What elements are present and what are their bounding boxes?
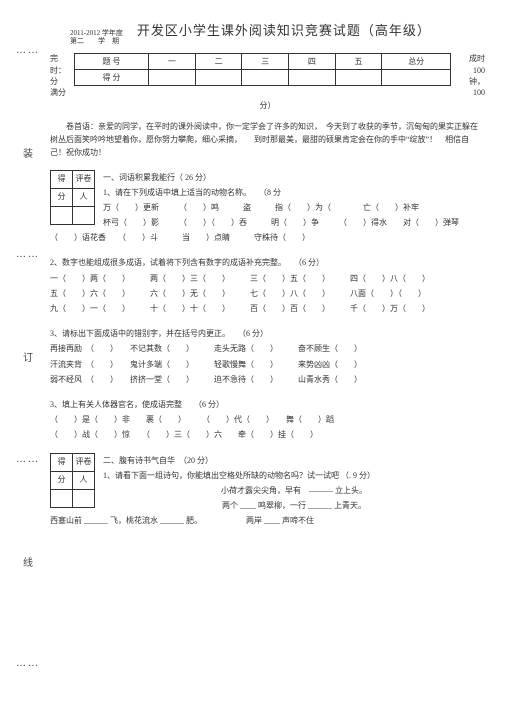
- mt-blank: [73, 489, 95, 507]
- margin-dots: ……: [16, 249, 40, 260]
- score-right-labels: 成时 100 钟， 100: [455, 53, 485, 98]
- header-row: 2011-2012 学年度 第二 学 期 开发区小学生课外阅读知识竞赛试题（高年…: [50, 20, 485, 45]
- th: 总分: [382, 54, 451, 70]
- mt-blank: [51, 206, 73, 224]
- s1-l2: 杯弓（ ）影 （ ）（ ）吞 明（ ）争 （ ）得水 对（ ）弹琴: [50, 215, 485, 230]
- page-content: 2011-2012 学年度 第二 学 期 开发区小学生课外阅读知识竞赛试题（高年…: [50, 20, 485, 528]
- main-title: 开发区小学生课外阅读知识竞赛试题（高年级）: [137, 20, 431, 39]
- mt-c1: 得: [51, 453, 73, 471]
- right2: 钟， 100: [455, 76, 485, 98]
- grader-table-2: 得评卷 分人: [50, 453, 95, 508]
- score-caption: 分）: [50, 100, 485, 111]
- mt-c2: 评卷: [73, 453, 95, 471]
- table-row: 得 分: [75, 70, 451, 86]
- s3-l2: 汗流夹背 （ ） 鬼计多端（ ） 轻歌慢舞（ ） 来势凶凶（ ）: [50, 357, 485, 372]
- section-2: 2、数字也能组成很多成语，试着将下列含有数字的成语补充完整。 （6 分） 一（ …: [50, 255, 485, 316]
- mt-c3: 分: [51, 188, 73, 206]
- section-3: 3、请标出下面成语中的错别字，并在括号内更正。 （6 分） 再接再励 （ ） 不…: [50, 326, 485, 387]
- s2-title: 2、数字也能组成很多成语，试着将下列含有数字的成语补充完整。 （6 分）: [50, 255, 485, 270]
- s1-l1: 万（ ）更新 （ ）鸣 盗 指（ ）为（ 亡（ ）补牢: [50, 200, 485, 215]
- s2-l1: 一（ ）两（ ） 两（ ）三（ ） 三（ ）五（ ） 四（ ）八（ ）: [50, 271, 485, 286]
- cell: [149, 70, 196, 86]
- margin-dots: ……: [16, 454, 40, 465]
- mt-blank: [51, 489, 73, 507]
- s3-l3: 弱不经风 （ ） 挤挤一堂（ ） 迫不急待（ ） 山青水秀（ ）: [50, 372, 485, 387]
- th: 五: [335, 54, 382, 70]
- cell: [289, 70, 336, 86]
- section-4: 3、填上有关人体器官名，使成语完整 （6 分） （ ）是（ ）非 裹（ ） （ …: [50, 397, 485, 443]
- score-left-labels: 完 时： 分 满分: [50, 53, 70, 98]
- mt-blank: [73, 206, 95, 224]
- s5-l1: 小荷才露尖尖角，早有 ——— 立上头。: [50, 483, 485, 498]
- th: 题 号: [75, 54, 149, 70]
- score-area: 完 时： 分 满分 题 号 一 二 三 四 五 总分 得 分: [50, 53, 485, 98]
- year-line2: 第二 学 期: [70, 38, 123, 46]
- mt-c3: 分: [51, 471, 73, 489]
- margin-xian: 线: [23, 554, 33, 569]
- margin-zhuang: 装: [23, 145, 33, 160]
- cell: [335, 70, 382, 86]
- th: 一: [149, 54, 196, 70]
- s1-q1: 1、请在下列成语中填上适当的动物名称。 （8 分: [50, 185, 485, 200]
- margin-ding: 订: [23, 349, 33, 364]
- cell: [242, 70, 289, 86]
- s3-l1: 再接再励 （ ） 不记其数（ ） 走头无路（ ） 奋不顾生（ ）: [50, 341, 485, 356]
- mt-c1: 得: [51, 170, 73, 188]
- section-1: 得评卷 分人 一、词语积累我能行（ 26 分） 1、请在下列成语中填上适当的动物…: [50, 170, 485, 246]
- left2: 分: [50, 76, 70, 87]
- score-table: 题 号 一 二 三 四 五 总分 得 分: [74, 53, 451, 86]
- s4-title: 3、填上有关人体器官名，使成语完整 （6 分）: [50, 397, 485, 412]
- s2-l2: 五（ ）六（ ） 六（ ）无（ ） 七（ ）八（ ） 八面（ ）（ ）: [50, 286, 485, 301]
- margin-dots: ……: [16, 658, 40, 669]
- s5-l2: 两个 ____ 鸣翠柳，一行 ______ 上青天。: [50, 498, 485, 513]
- th: 二: [195, 54, 242, 70]
- s5-l3: 西塞山前 ______ 飞，桃花流水 ______ 肥。 两岸 ____ 声啼不…: [50, 513, 485, 528]
- th: 三: [242, 54, 289, 70]
- s2-l3: 九（ ）一（ ） 十（ ）十（ ） 百（ ）百（ ） 千（ ）万（ ）: [50, 301, 485, 316]
- row2-label: 得 分: [75, 70, 149, 86]
- mt-c4: 人: [73, 471, 95, 489]
- binding-margin: …… 装 …… 订 …… 线 ……: [18, 0, 38, 714]
- table-row: 题 号 一 二 三 四 五 总分: [75, 54, 451, 70]
- right1: 成时 100: [455, 53, 485, 75]
- s1-l3: （ ）语花香 （ ）斗 当 ）点睛 守株待（ ）: [50, 230, 485, 245]
- mt-c4: 人: [73, 188, 95, 206]
- s1-title: 一、词语积累我能行（ 26 分）: [50, 170, 485, 185]
- s3-title: 3、请标出下面成语中的错别字，并在括号内更正。 （6 分）: [50, 326, 485, 341]
- header-year: 2011-2012 学年度 第二 学 期: [70, 30, 123, 45]
- s4-l2: （ ）战（ ）惊 （ ）三（ ）六 牵（ ）挂（ ）: [50, 427, 485, 442]
- intro-text: 卷首语：亲爱的同学，在平时的课外阅读中，你一定学会了许多的知识， 今天到了收获的…: [50, 121, 485, 159]
- mt-c2: 评卷: [73, 170, 95, 188]
- grader-table: 得评卷 分人: [50, 170, 95, 225]
- s4-l1: （ ）是（ ）非 裹（ ） （ ）代（ ） 舞（ ）蹈: [50, 412, 485, 427]
- s5-title: 二、腹有诗书气自华 （20 分）: [50, 453, 485, 468]
- left1: 完 时：: [50, 53, 70, 75]
- section-5: 得评卷 分人 二、腹有诗书气自华 （20 分） 1、请看下面一组诗句，你能填出空…: [50, 453, 485, 529]
- left3: 满分: [50, 87, 70, 98]
- cell: [195, 70, 242, 86]
- s5-q1: 1、请看下面一组诗句，你能填出空格处所缺的动物名吗？试一试吧 （. 9 分）: [50, 468, 485, 483]
- cell: [382, 70, 451, 86]
- th: 四: [289, 54, 336, 70]
- margin-dots: ……: [16, 45, 40, 56]
